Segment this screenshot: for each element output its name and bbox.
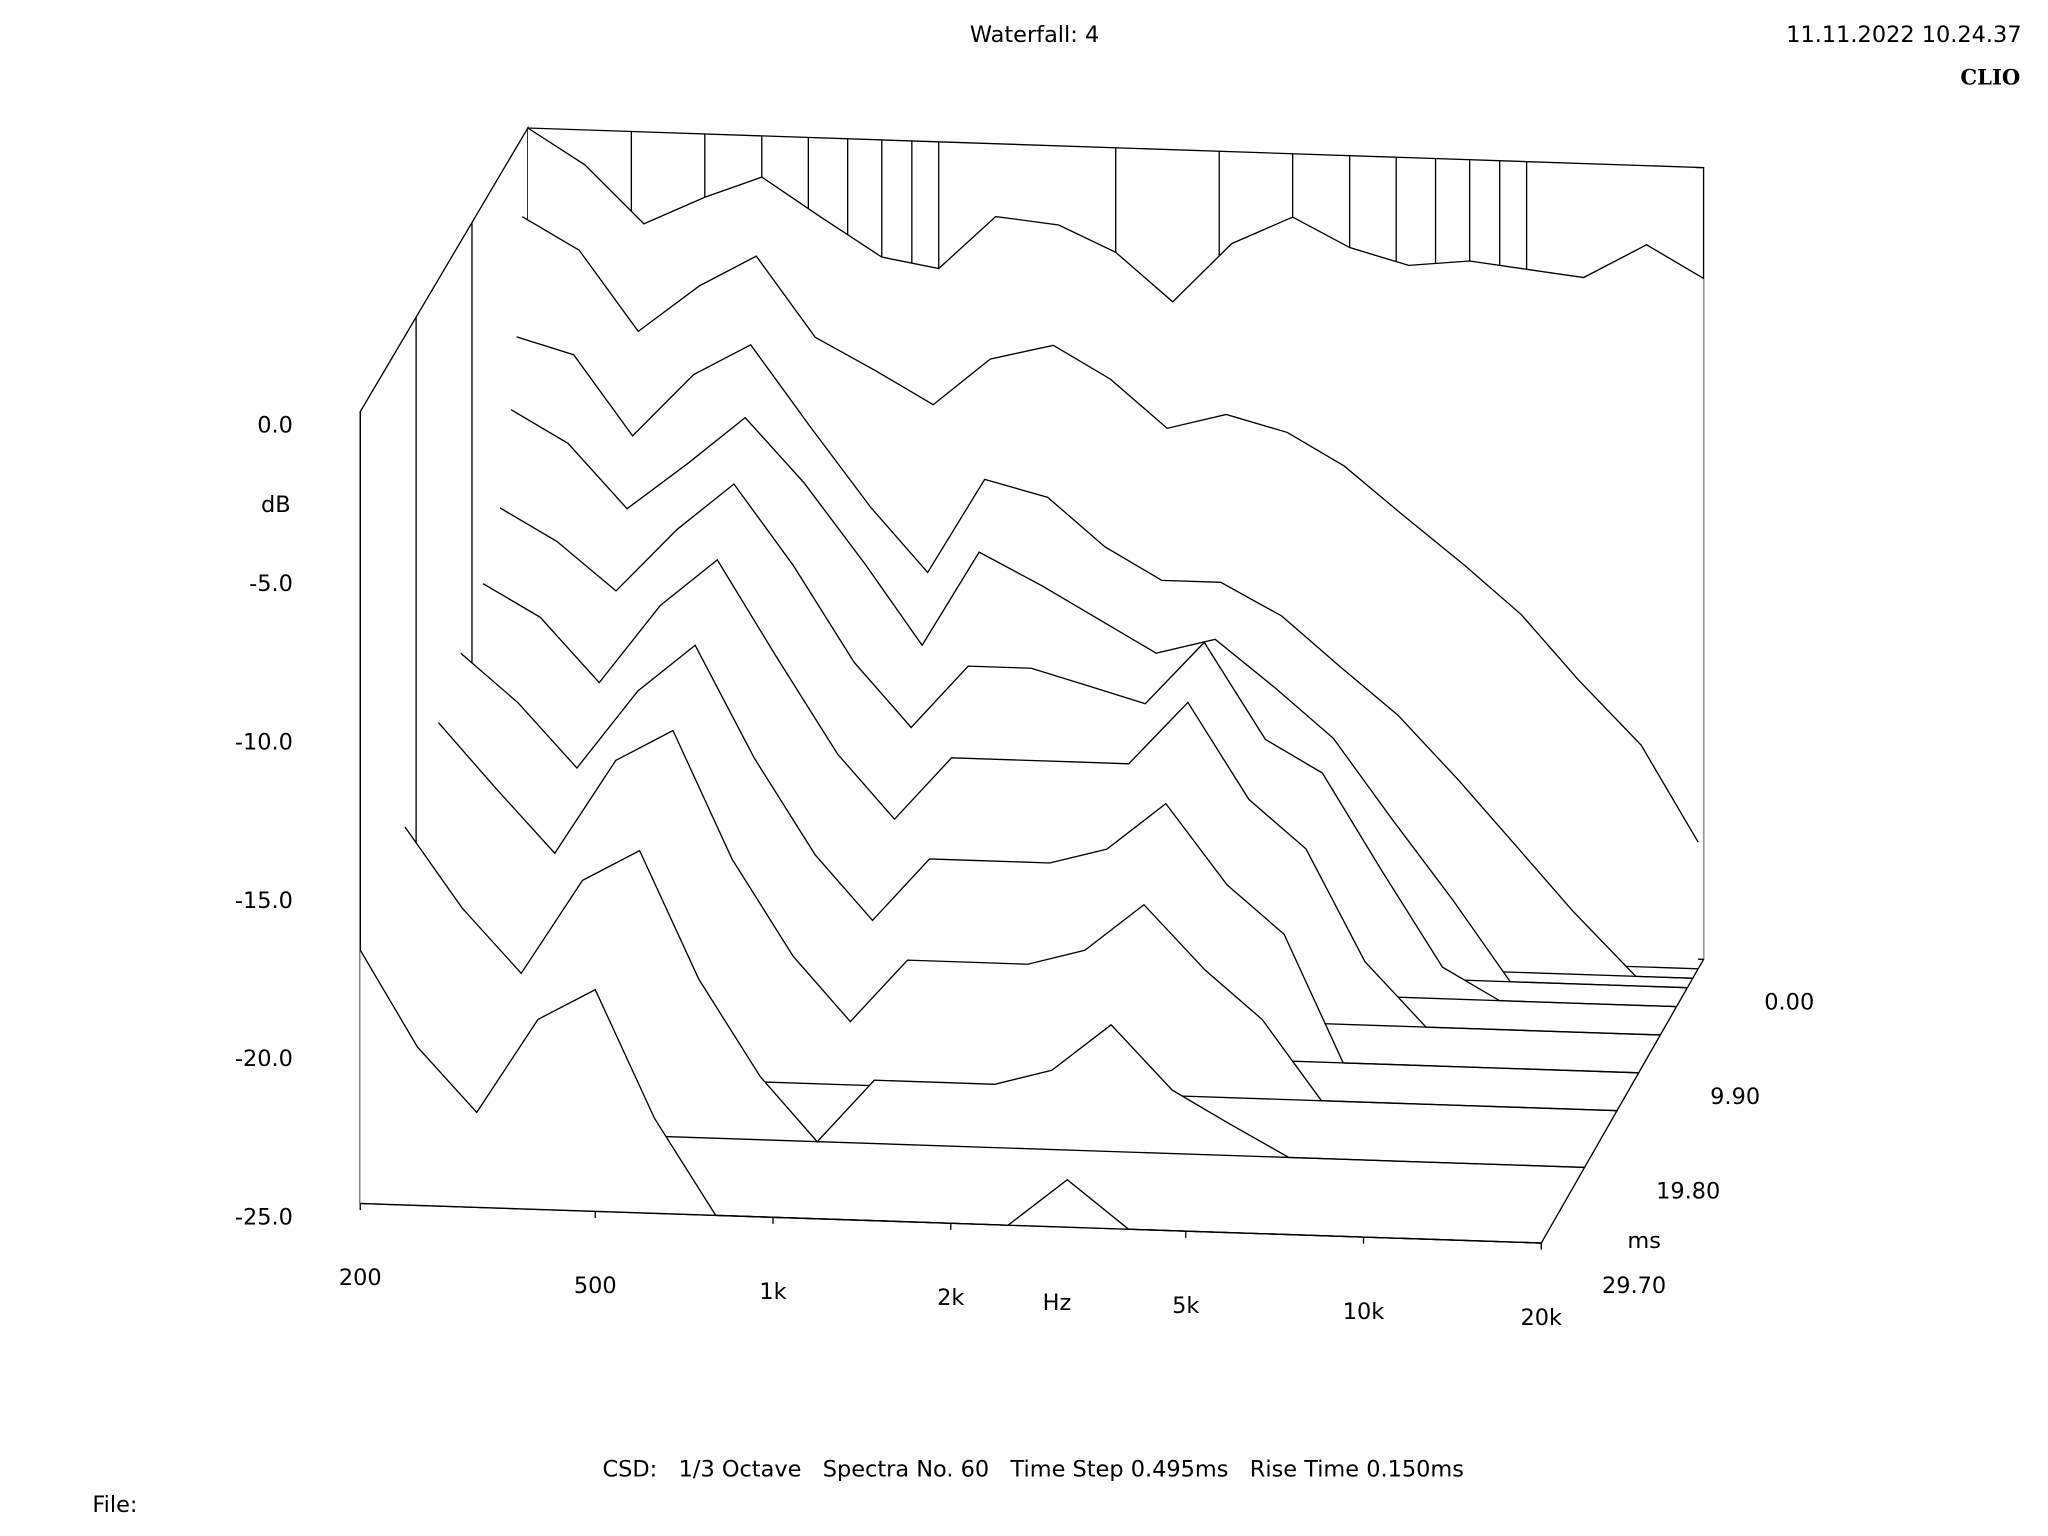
spectrum-line: [516, 336, 1693, 979]
spectrum-line: [499, 483, 1677, 1008]
z-tick-label: 19.80: [1656, 1179, 1720, 1205]
x-tick-label: 20k: [1521, 1305, 1563, 1331]
spectrum-line: [527, 127, 1704, 303]
spectrum-line: [404, 826, 1585, 1169]
x-tick-label: 200: [339, 1265, 382, 1291]
y-tick-label: -15.0: [235, 888, 293, 914]
chart-title: Waterfall: 4: [970, 22, 1099, 48]
x-tick-label: 2k: [937, 1285, 964, 1311]
y-tick-label: -10.0: [235, 729, 293, 755]
z-tick-label: 9.90: [1710, 1084, 1760, 1110]
x-tick-label: 1k: [759, 1279, 786, 1305]
spectrum-line: [359, 949, 1542, 1244]
x-tick-label: 10k: [1343, 1299, 1385, 1325]
y-axis-label: dB: [261, 492, 291, 518]
y-tick-label: -25.0: [235, 1204, 293, 1230]
z-tick-label: 0.00: [1764, 989, 1814, 1015]
y-tick-label: -20.0: [235, 1046, 293, 1072]
footer: CSD: 1/3 Octave Spectra No. 60 Time Step…: [603, 1457, 1464, 1483]
z-tick-label: 29.70: [1602, 1273, 1666, 1299]
spectrum-line: [510, 409, 1688, 989]
slice-mask: [404, 826, 1585, 1168]
x-tick-label: 500: [574, 1273, 617, 1299]
spectrum-line: [438, 722, 1618, 1112]
y-tick-label: 0.0: [257, 413, 293, 439]
z-axis-label: ms: [1627, 1228, 1661, 1254]
timestamp: 11.11.2022 10.24.37: [1786, 22, 2021, 48]
y-tick-label: -5.0: [249, 571, 293, 597]
spectrum-line: [482, 558, 1661, 1036]
file-label: File:: [92, 1492, 137, 1518]
x-axis-label: Hz: [1043, 1290, 1072, 1316]
x-tick-label: 5k: [1172, 1293, 1199, 1319]
spectrum-line: [521, 216, 1699, 843]
brand: CLIO: [1960, 65, 2020, 90]
slice-mask: [360, 950, 1542, 1244]
slice-mask: [438, 722, 1618, 1111]
spectrum-line: [460, 644, 1639, 1074]
